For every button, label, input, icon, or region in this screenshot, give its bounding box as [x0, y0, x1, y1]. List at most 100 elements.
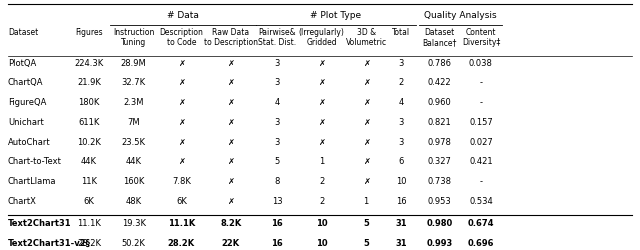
Text: 44K: 44K [81, 158, 97, 166]
Text: ✗: ✗ [318, 78, 325, 87]
Text: ChartX: ChartX [8, 197, 36, 206]
Text: 0.953: 0.953 [428, 197, 451, 206]
Text: 5: 5 [364, 219, 369, 228]
Text: ✗: ✗ [178, 98, 185, 107]
Text: 31: 31 [396, 219, 407, 228]
Text: 31: 31 [396, 239, 407, 248]
Text: Chart-to-Text: Chart-to-Text [8, 158, 61, 166]
Text: ✗: ✗ [363, 118, 370, 127]
Text: Raw Data
to Description: Raw Data to Description [204, 28, 258, 47]
Text: ✗: ✗ [227, 78, 234, 87]
Text: 2.3M: 2.3M [124, 98, 144, 107]
Text: ChartLlama: ChartLlama [8, 177, 56, 186]
Text: 48K: 48K [125, 197, 141, 206]
Text: ✗: ✗ [318, 98, 325, 107]
Text: 13: 13 [271, 197, 282, 206]
Text: 0.157: 0.157 [469, 118, 493, 127]
Text: 0.978: 0.978 [428, 138, 451, 146]
Text: 1: 1 [319, 158, 324, 166]
Text: Dataset
Balance†: Dataset Balance† [422, 28, 457, 47]
Text: ✗: ✗ [178, 138, 185, 146]
Text: 3D &
Volumetric: 3D & Volumetric [346, 28, 387, 47]
Text: 11.1K: 11.1K [77, 219, 101, 228]
Text: 44K: 44K [125, 158, 141, 166]
Text: 6: 6 [399, 158, 404, 166]
Text: 4: 4 [275, 98, 280, 107]
Text: Pairwise&
Stat. Dist.: Pairwise& Stat. Dist. [258, 28, 296, 47]
Text: 11K: 11K [81, 177, 97, 186]
Text: 10.2K: 10.2K [77, 138, 101, 146]
Text: ✗: ✗ [363, 58, 370, 68]
Text: 2: 2 [319, 177, 324, 186]
Text: ✗: ✗ [363, 98, 370, 107]
Text: 611K: 611K [78, 118, 100, 127]
Text: 0.038: 0.038 [469, 58, 493, 68]
Text: 0.696: 0.696 [468, 239, 494, 248]
Text: ✗: ✗ [178, 158, 185, 166]
Text: # Plot Type: # Plot Type [310, 11, 362, 20]
Text: 0.421: 0.421 [469, 158, 493, 166]
Text: 0.980: 0.980 [426, 219, 452, 228]
Text: ✗: ✗ [318, 138, 325, 146]
Text: 50.2K: 50.2K [122, 239, 145, 248]
Text: ✗: ✗ [178, 118, 185, 127]
Text: -: - [479, 177, 483, 186]
Text: Content
Diversity‡: Content Diversity‡ [462, 28, 500, 47]
Text: 28.2K: 28.2K [168, 239, 195, 248]
Text: Text2Chart31-v2§: Text2Chart31-v2§ [8, 239, 91, 248]
Text: 3: 3 [275, 78, 280, 87]
Text: 11.1K: 11.1K [168, 219, 195, 228]
Text: ✗: ✗ [363, 78, 370, 87]
Text: ✗: ✗ [363, 138, 370, 146]
Text: ✗: ✗ [318, 58, 325, 68]
Text: 5: 5 [364, 239, 369, 248]
Text: 0.993: 0.993 [426, 239, 452, 248]
Text: 7.8K: 7.8K [172, 177, 191, 186]
Text: Dataset: Dataset [8, 28, 38, 37]
Text: 19.3K: 19.3K [122, 219, 146, 228]
Text: 8.2K: 8.2K [220, 219, 241, 228]
Text: 23.5K: 23.5K [122, 138, 146, 146]
Text: 160K: 160K [123, 177, 144, 186]
Text: 0.027: 0.027 [469, 138, 493, 146]
Text: 224.3K: 224.3K [74, 58, 104, 68]
Text: ✗: ✗ [227, 177, 234, 186]
Text: 3: 3 [275, 58, 280, 68]
Text: 180K: 180K [78, 98, 100, 107]
Text: 0.821: 0.821 [428, 118, 451, 127]
Text: Text2Chart31: Text2Chart31 [8, 219, 72, 228]
Text: 32.7K: 32.7K [122, 78, 146, 87]
Text: ✗: ✗ [227, 58, 234, 68]
Text: ✗: ✗ [227, 118, 234, 127]
Text: ChartQA: ChartQA [8, 78, 44, 87]
Text: 16: 16 [396, 197, 406, 206]
Text: ✗: ✗ [227, 98, 234, 107]
Text: 2: 2 [319, 197, 324, 206]
Text: 0.960: 0.960 [428, 98, 451, 107]
Text: -: - [479, 78, 483, 87]
Text: 7M: 7M [127, 118, 140, 127]
Text: ✗: ✗ [318, 118, 325, 127]
Text: 3: 3 [399, 58, 404, 68]
Text: 3: 3 [399, 118, 404, 127]
Text: ✗: ✗ [363, 177, 370, 186]
Text: 3: 3 [399, 138, 404, 146]
Text: -: - [479, 98, 483, 107]
Text: 16: 16 [271, 239, 283, 248]
Text: # Data: # Data [167, 11, 199, 20]
Text: Description
to Code: Description to Code [159, 28, 204, 47]
Text: ✗: ✗ [363, 158, 370, 166]
Text: 28.2K: 28.2K [77, 239, 101, 248]
Text: ✗: ✗ [178, 78, 185, 87]
Text: FigureQA: FigureQA [8, 98, 46, 107]
Text: ✗: ✗ [178, 58, 185, 68]
Text: AutoChart: AutoChart [8, 138, 51, 146]
Text: (Irregularly)
Gridded: (Irregularly) Gridded [299, 28, 344, 47]
Text: 0.534: 0.534 [469, 197, 493, 206]
Text: 4: 4 [399, 98, 404, 107]
Text: 28.9M: 28.9M [121, 58, 147, 68]
Text: 0.786: 0.786 [428, 58, 451, 68]
Text: Instruction
Tuning: Instruction Tuning [113, 28, 154, 47]
Text: 0.422: 0.422 [428, 78, 451, 87]
Text: 21.9K: 21.9K [77, 78, 101, 87]
